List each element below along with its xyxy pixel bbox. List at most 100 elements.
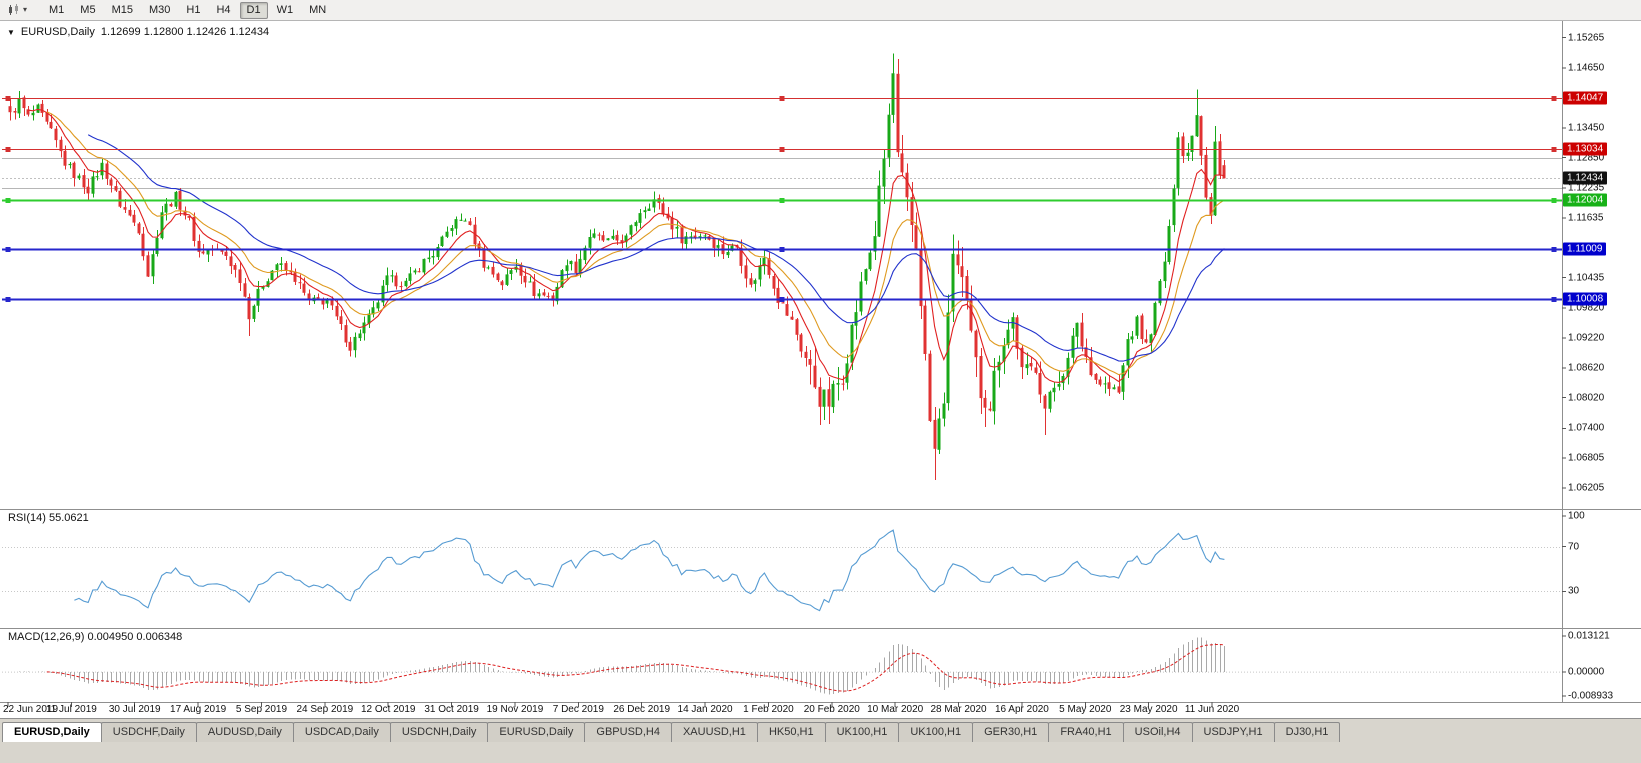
ma-line-8 [28,108,1225,383]
date-axis-label: 11 Jul 2019 [45,704,97,715]
line-handle[interactable] [779,147,785,152]
price-axis-label: 1.07400 [1568,422,1605,434]
price-axis-label: 1.08020 [1568,392,1605,404]
date-axis-label: 31 Oct 2019 [424,704,479,715]
rsi-indicator-label: RSI(14) 55.0621 [8,512,89,524]
line-handle[interactable] [779,96,785,101]
date-axis-label: 14 Jan 2020 [677,704,733,715]
line-handle[interactable] [5,198,11,203]
price-axis-label: 1.08620 [1568,362,1605,374]
tab-7-xauusd-h1[interactable]: XAUUSD,H1 [670,722,758,742]
macd-scale-label: -0.008933 [1568,690,1614,702]
tab-3-usdcad-daily[interactable]: USDCAD,Daily [292,722,391,742]
rsi-line [74,529,1225,612]
tab-5-eurusd-daily[interactable]: EURUSD,Daily [487,722,586,742]
ma-line-16 [46,111,1225,376]
line-handle[interactable] [1551,96,1557,101]
rsi-scale-label: 70 [1568,541,1580,553]
timeframe-button-m1[interactable]: M1 [49,3,65,16]
date-axis-label: 5 May 2020 [1059,704,1112,715]
line-handle[interactable] [5,297,11,302]
chart-ohlc-values: 1.12699 1.12800 1.12426 1.12434 [100,26,270,38]
tab-8-hk50-h1[interactable]: HK50,H1 [756,722,826,742]
price-tag-1.11009: 1.11009 [1563,242,1607,256]
timeframe-button-mn[interactable]: MN [309,3,327,16]
chart-tabs-bar: EURUSD,Daily USDCHF,Daily AUDUSD,Daily USDC… [0,718,1641,742]
ma-line-34 [87,134,1225,362]
date-axis-label: 20 Feb 2020 [803,704,860,715]
price-axis-label: 1.09820 [1568,302,1605,314]
price-axis-label: 1.06205 [1568,482,1605,494]
timeframe-button-d1[interactable]: D1 [239,1,268,19]
price-tag-1.14047: 1.14047 [1563,91,1608,105]
tab-10-uk100-h1[interactable]: UK100,H1 [898,722,974,742]
line-handle[interactable] [5,147,11,152]
chart-title: ▼ EURUSD,Daily 1.12699 1.12800 1.12426 1… [7,26,269,38]
timeframe-button-m30[interactable]: M30 [148,3,171,16]
tab-15-dj30-h1[interactable]: DJ30,H1 [1273,722,1341,742]
price-axis-label: 1.10435 [1568,272,1605,284]
timeframe-button-group: M1 M5 M15 M30 H1 H4 D1 W1 MN [41,1,334,19]
tab-6-gbpusd-h4[interactable]: GBPUSD,H4 [584,722,672,742]
date-axis-label: 5 Sep 2019 [235,704,288,715]
rsi-scale-label: 100 [1568,510,1585,522]
date-axis-label: 16 Apr 2020 [994,704,1049,715]
toolbar: ▾ M1 M5 M15 M30 H1 H4 D1 W1 MN [0,0,1641,21]
timeframe-button-h1[interactable]: H1 [186,3,201,16]
tab-11-ger30-h1[interactable]: GER30,H1 [972,722,1050,742]
macd-histogram [19,637,1225,695]
price-tag-1.13034: 1.13034 [1563,142,1608,156]
date-axis-label: 24 Sep 2019 [296,704,354,715]
line-handle[interactable] [5,96,11,101]
price-axis-label: 1.09220 [1568,332,1605,344]
date-axis-label: 26 Dec 2019 [613,704,671,715]
tab-13-usoil-h4[interactable]: USOil,H4 [1122,722,1193,742]
tab-4-usdcnh-daily[interactable]: USDCNH,Daily [389,722,489,742]
price-axis-label: 1.11635 [1568,212,1604,224]
bear-candle-series [8,58,1226,481]
chart-type-dropdown[interactable]: ▾ [3,3,31,17]
bull-candle-series [17,53,1217,454]
price-tag-1.12004: 1.12004 [1563,193,1608,207]
timeframe-button-w1[interactable]: W1 [276,3,294,16]
timeframe-button-h4[interactable]: H4 [216,3,231,16]
line-handle[interactable] [1551,247,1557,252]
tab-9-uk100-h1[interactable]: UK100,H1 [824,722,900,742]
price-axis-label: 1.15265 [1568,32,1605,44]
date-axis-label: 23 May 2020 [1119,704,1178,715]
tab-12-fra40-h1[interactable]: FRA40,H1 [1048,722,1124,742]
line-handle[interactable] [779,198,785,203]
macd-scale-label: 0.013121 [1568,630,1610,642]
line-handle[interactable] [1551,147,1557,152]
price-tag-1.10008: 1.10008 [1563,292,1608,306]
price-axis-label: 1.12235 [1568,182,1605,194]
date-axis-label: 19 Nov 2019 [486,704,544,715]
date-axis-label: 11 Jun 2020 [1184,704,1240,715]
tab-0-eurusd-daily[interactable]: EURUSD,Daily [2,722,102,742]
date-axis-label: 12 Oct 2019 [360,704,416,715]
line-handle[interactable] [5,247,11,252]
date-axis-label: 30 Jul 2019 [108,704,161,715]
candlestick-chart-icon [9,4,18,15]
line-handle[interactable] [779,297,785,302]
tab-14-usdjpy-h1[interactable]: USDJPY,H1 [1191,722,1275,742]
tab-1-usdchf-daily[interactable]: USDCHF,Daily [100,722,197,742]
line-handle[interactable] [1551,297,1557,302]
rsi-scale-label: 30 [1568,585,1580,597]
chart-symbol-period: EURUSD,Daily [20,26,95,38]
timeframe-button-m15[interactable]: M15 [111,3,133,16]
price-axis-label: 1.06805 [1568,452,1605,464]
macd-scale-label: 0.00000 [1568,666,1605,678]
date-axis-label: 28 Mar 2020 [930,704,987,715]
line-handle[interactable] [779,247,785,252]
price-axis-label: 1.12850 [1568,152,1605,164]
price-axis-label: 1.13450 [1568,122,1605,134]
line-handle[interactable] [1551,198,1557,203]
current-price-tag: 1.12434 [1563,171,1608,185]
tab-2-audusd-daily[interactable]: AUDUSD,Daily [195,722,294,742]
symbol-dropdown-icon[interactable]: ▼ [7,27,15,37]
timeframe-button-m5[interactable]: M5 [80,3,96,16]
date-axis-label: 1 Feb 2020 [743,704,794,715]
